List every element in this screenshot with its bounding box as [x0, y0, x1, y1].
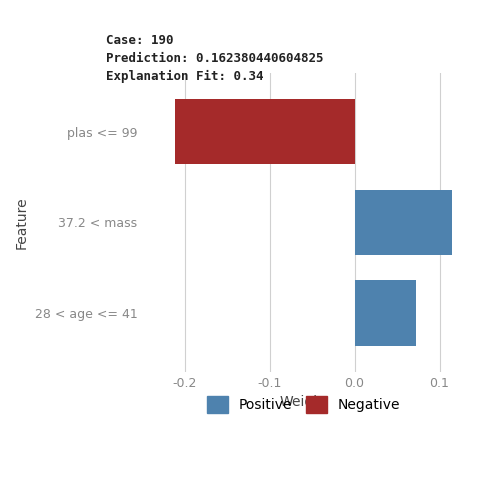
Y-axis label: Feature: Feature	[15, 196, 29, 249]
Bar	[355, 190, 452, 255]
Legend: Positive, Negative: Positive, Negative	[201, 391, 406, 419]
Bar	[175, 99, 355, 164]
Bar	[355, 280, 416, 346]
X-axis label: Weight: Weight	[279, 395, 328, 409]
Text: Case: 190
Prediction: 0.162380440604825
Explanation Fit: 0.34: Case: 190 Prediction: 0.162380440604825 …	[106, 34, 323, 83]
